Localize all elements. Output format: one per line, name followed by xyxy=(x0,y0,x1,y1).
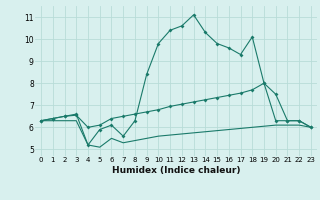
X-axis label: Humidex (Indice chaleur): Humidex (Indice chaleur) xyxy=(112,166,240,175)
